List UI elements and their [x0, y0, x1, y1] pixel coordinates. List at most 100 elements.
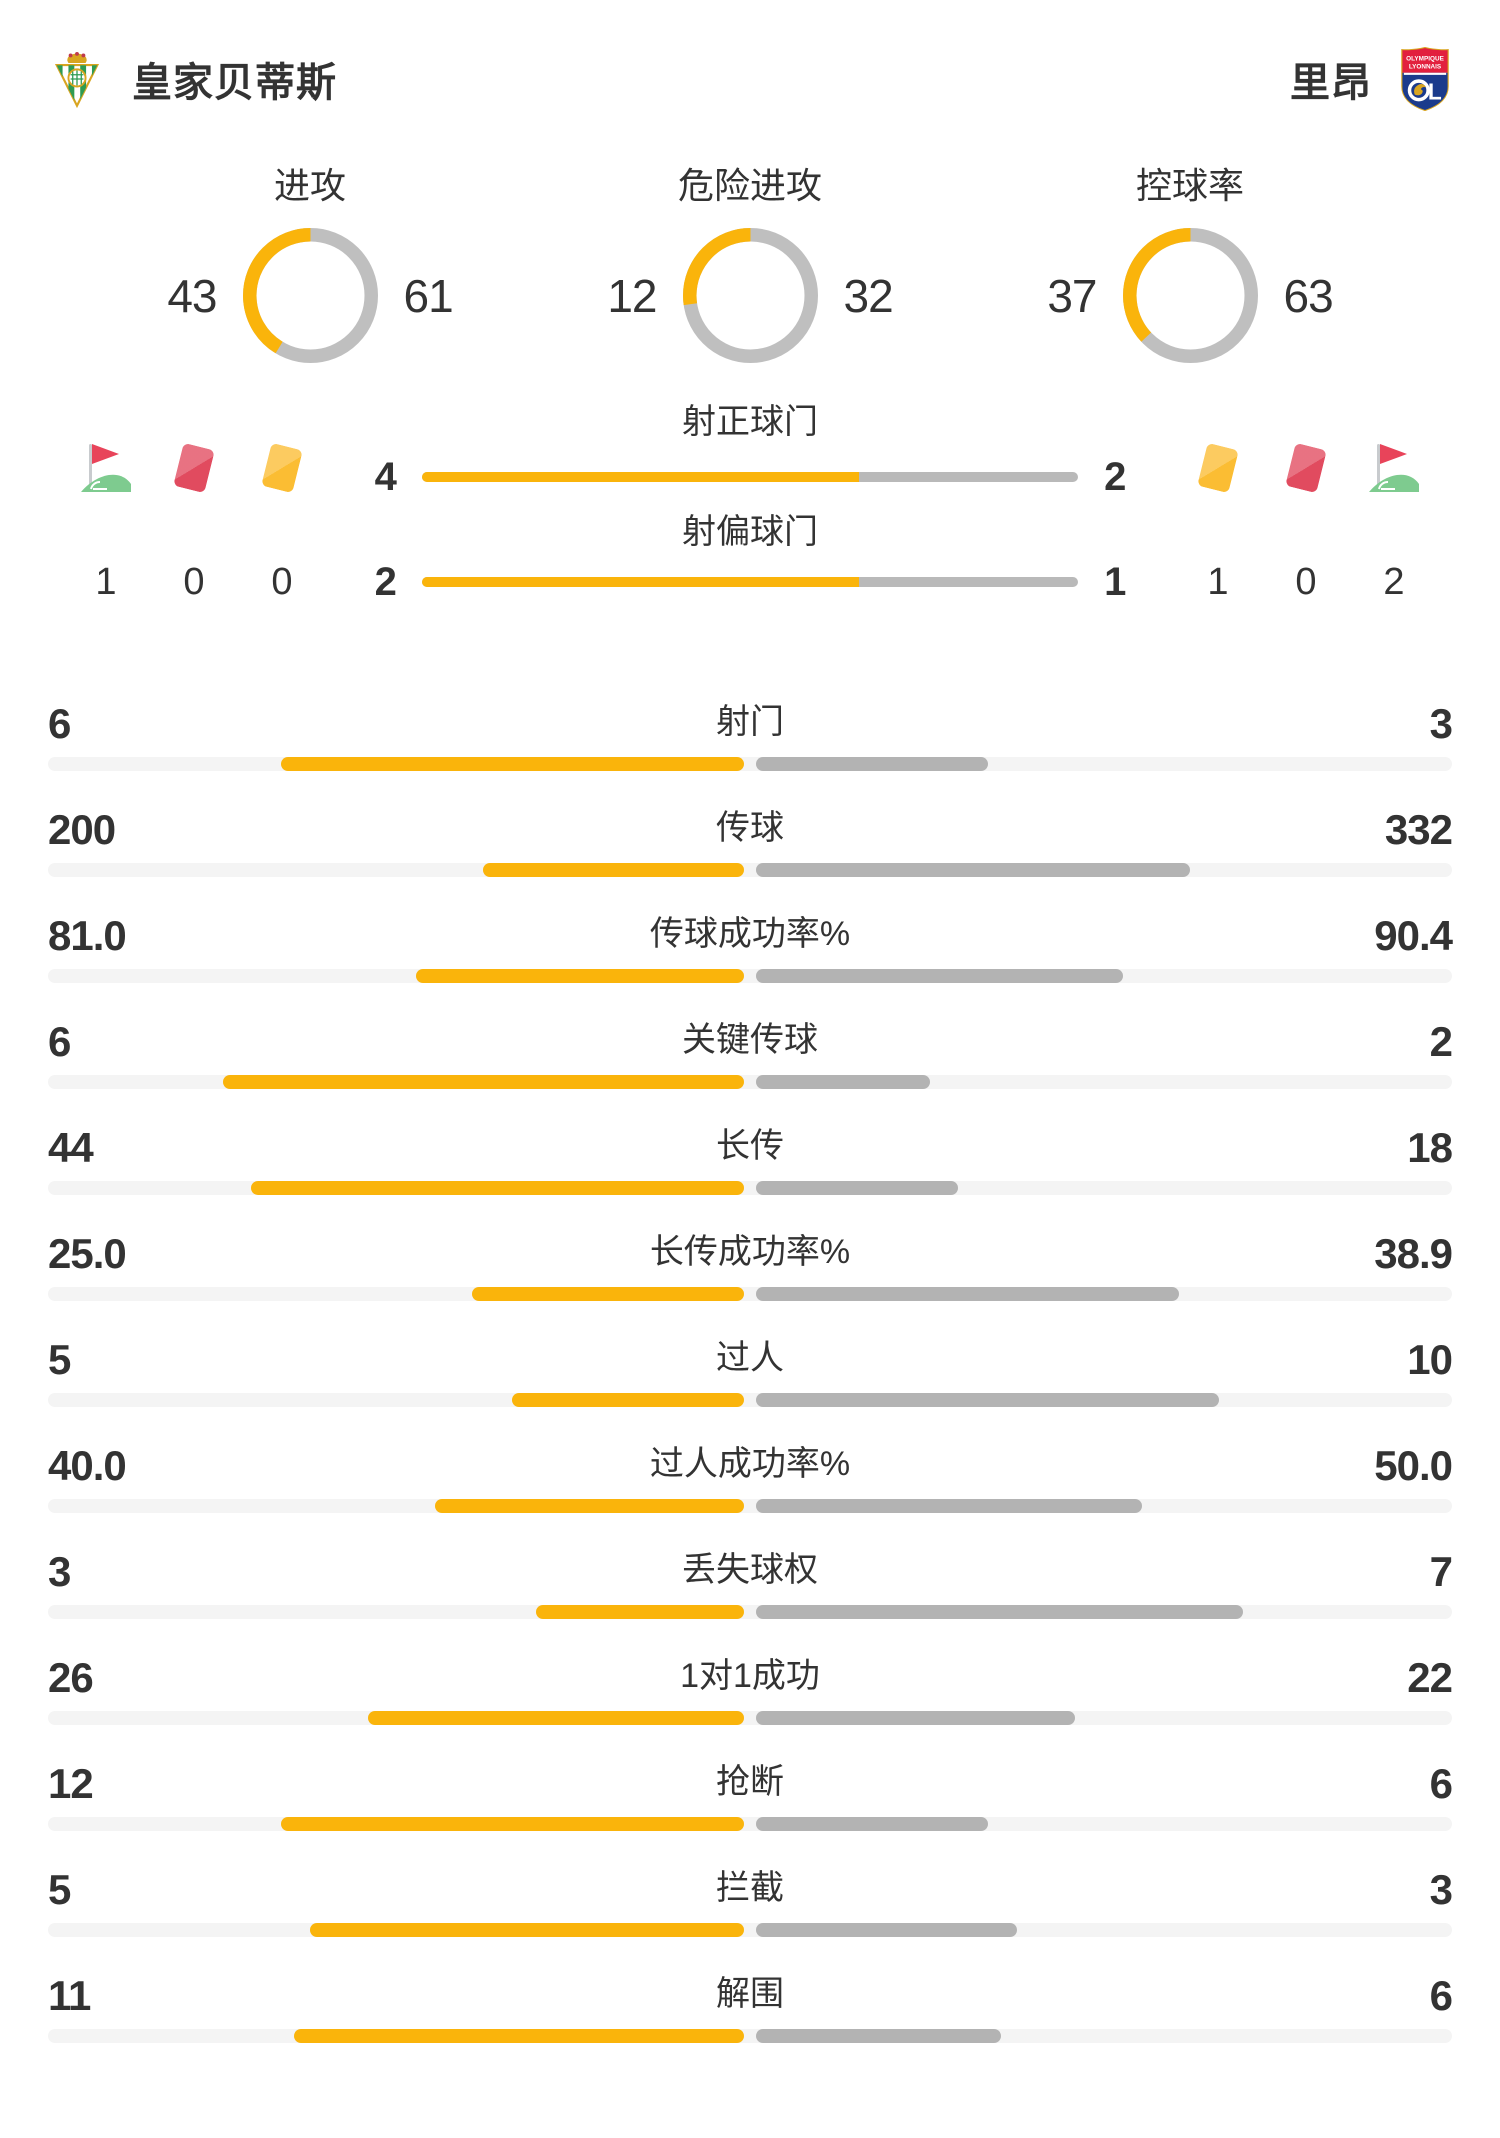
donut-ring — [242, 228, 378, 363]
stat-label: 传球 — [716, 809, 784, 847]
stat-bar-track — [48, 1711, 1452, 1725]
shots-off-target-away: 1 — [1104, 559, 1126, 604]
stat-home-bar — [294, 2029, 744, 2043]
stat-label: 长传 — [716, 1127, 784, 1165]
stat-bar-track — [48, 1287, 1452, 1301]
yellow-card-icon — [261, 442, 303, 494]
stat-home-value: 81.0 — [48, 912, 127, 959]
stat-home-value: 40.0 — [48, 1442, 127, 1489]
stat-away-bar — [756, 1181, 958, 1195]
corner-flag-icon — [1369, 444, 1419, 492]
stat-row: 6 关键传球 2 — [48, 999, 1453, 1105]
away-team-logo-lyon-icon: OLYMPIQUE LYONNAIS L — [1401, 47, 1449, 111]
stat-bar-track — [48, 757, 1452, 771]
stat-home-bar — [512, 1393, 744, 1407]
donut-home-value: 37 — [1047, 269, 1097, 322]
stats-list: 6 射门 3 200 传球 332 81.0 传球成功率% 90.4 — [0, 681, 1500, 2059]
shots-off-target-label: 射偏球门 — [682, 513, 818, 551]
donut-title: 控球率 — [1135, 165, 1244, 206]
stat-label: 传球成功率% — [649, 915, 851, 953]
donut-possession: 控球率 37 63 — [970, 162, 1410, 363]
stat-away-bar — [756, 1817, 988, 1831]
shots-on-target-home: 4 — [374, 454, 397, 499]
home-team-name: 皇家贝蒂斯 — [132, 61, 337, 105]
stat-away-value: 332 — [1384, 806, 1453, 853]
stat-home-value: 25.0 — [48, 1230, 127, 1277]
stat-bar-track — [48, 1817, 1452, 1831]
stat-home-bar — [367, 1711, 744, 1725]
stat-home-value: 26 — [48, 1654, 94, 1701]
stat-row: 44 长传 18 — [48, 1105, 1453, 1211]
stat-row: 200 传球 332 — [48, 787, 1453, 893]
stat-away-value: 18 — [1407, 1124, 1453, 1171]
away-team-name: 里昂 — [1290, 61, 1372, 105]
stat-away-bar — [756, 2029, 1002, 2043]
red-card-icon — [1285, 442, 1327, 494]
corner-flag-icon — [81, 444, 131, 492]
stat-home-value: 3 — [48, 1548, 71, 1595]
match-header: 皇家贝蒂斯 里昂 OLYMPIQUE LYONNAIS L — [0, 0, 1500, 118]
donut-home-value: 43 — [167, 269, 217, 322]
shots-off-target-home: 2 — [374, 559, 397, 604]
svg-text:LYONNAIS: LYONNAIS — [1409, 64, 1441, 71]
donut-ring — [1122, 228, 1258, 363]
stat-row: 5 拦截 3 — [48, 1847, 1453, 1953]
stat-away-bar — [756, 1711, 1075, 1725]
stat-home-value: 11 — [48, 1972, 91, 2019]
shots-section: 1 0 0 射正球门 4 2 射偏球门 2 1 — [0, 399, 1500, 651]
stat-home-bar — [415, 969, 744, 983]
home-team: 皇家贝蒂斯 — [48, 48, 337, 110]
stat-label: 关键传球 — [682, 1021, 818, 1059]
stat-away-bar — [756, 1605, 1243, 1619]
stat-home-bar — [535, 1605, 744, 1619]
stat-away-value: 2 — [1429, 1018, 1453, 1065]
stat-label: 长传成功率% — [649, 1233, 851, 1271]
donut-away-value: 61 — [403, 269, 454, 322]
svg-text:L: L — [1428, 79, 1442, 105]
donut-charts: 进攻 43 61 危险进攻 12 32 控球率 — [0, 162, 1500, 363]
stat-home-bar — [222, 1075, 744, 1089]
donut-home-value: 12 — [607, 269, 657, 322]
donut-away-value: 32 — [843, 269, 894, 322]
away-team: 里昂 OLYMPIQUE LYONNAIS L — [1290, 47, 1452, 111]
donut-attacks: 进攻 43 61 — [90, 162, 530, 363]
stat-bar-track — [48, 1075, 1452, 1089]
stat-home-value: 44 — [48, 1124, 94, 1171]
stat-row: 6 射门 3 — [48, 681, 1453, 787]
stat-away-value: 6 — [1429, 1760, 1453, 1807]
svg-text:OLYMPIQUE: OLYMPIQUE — [1406, 55, 1444, 62]
stat-home-bar — [435, 1499, 744, 1513]
away-discipline: 1 0 2 — [1174, 433, 1438, 604]
shots-on-target-away: 2 — [1104, 454, 1126, 499]
stat-home-value: 5 — [48, 1336, 71, 1383]
stat-label: 解围 — [716, 1975, 784, 2013]
stat-bar-track — [48, 1181, 1452, 1195]
stat-away-bar — [756, 863, 1190, 877]
donut-ring — [682, 228, 818, 363]
stat-away-value: 3 — [1429, 1866, 1453, 1913]
stat-label: 射门 — [716, 703, 784, 741]
away-red-card-count: 0 — [1295, 561, 1317, 603]
home-yellow-card-count: 0 — [271, 561, 293, 603]
stat-row: 40.0 过人成功率% 50.0 — [48, 1423, 1453, 1529]
stat-away-bar — [756, 757, 988, 771]
red-card-icon — [173, 442, 215, 494]
stat-bar-track — [48, 1923, 1452, 1937]
donut-away-value: 63 — [1283, 269, 1334, 322]
shots-bars: 射正球门 4 2 射偏球门 2 1 — [345, 399, 1155, 609]
stat-home-bar — [280, 757, 744, 771]
shots-on-target-label: 射正球门 — [682, 403, 818, 441]
stat-home-value: 6 — [48, 700, 71, 747]
stat-bar-track — [48, 969, 1452, 983]
stat-label: 1对1成功 — [680, 1657, 820, 1695]
stat-away-bar — [756, 969, 1123, 983]
stat-bar-track — [48, 1393, 1452, 1407]
stat-away-value: 10 — [1407, 1336, 1453, 1383]
away-corner-count: 2 — [1383, 561, 1405, 603]
stat-away-value: 3 — [1429, 700, 1453, 747]
stat-away-value: 6 — [1429, 1972, 1453, 2019]
stat-bar-track — [48, 2029, 1452, 2043]
stat-label: 拦截 — [716, 1869, 784, 1907]
stat-label: 丢失球权 — [682, 1551, 818, 1589]
stat-home-value: 5 — [48, 1866, 71, 1913]
